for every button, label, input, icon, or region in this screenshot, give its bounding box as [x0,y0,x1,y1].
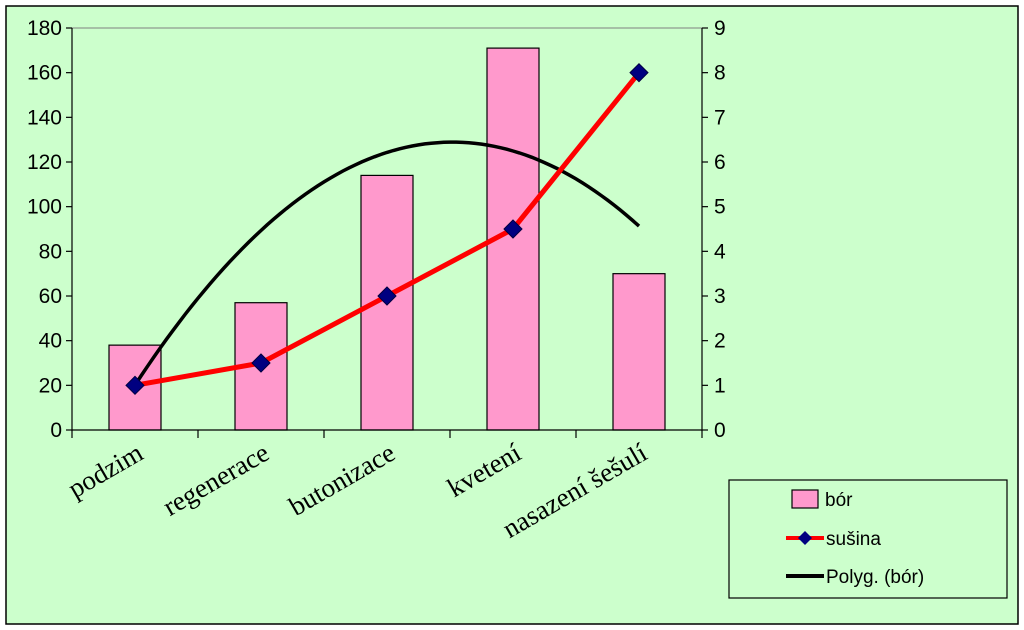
y-tick-label-left: 180 [27,17,62,40]
y-tick-label-left: 40 [39,330,62,353]
y-tick-label-right: 0 [714,419,726,442]
legend-label-polyg: Polyg. (bór) [826,567,924,588]
y-tick-label-left: 140 [27,106,62,129]
marker-susina-4 [503,219,523,239]
y-tick-label-right: 8 [714,62,726,85]
y-tick-label-right: 2 [714,330,726,353]
line-series-group [125,62,649,396]
y-tick-label-right: 6 [714,151,726,174]
y-tick-label-left: 60 [39,285,62,308]
y-tick-label-right: 4 [714,240,726,263]
y-tick-label-left: 20 [39,374,62,397]
y-tick-label-right: 5 [714,196,726,219]
y-tick-label-left: 120 [27,151,62,174]
y-tick-label-right: 3 [714,285,726,308]
legend: bór sušina Polyg. (bór) [728,479,1008,599]
legend-marker-susina [798,531,812,545]
y-tick-label-left: 100 [27,196,62,219]
legend-swatch-bor [791,489,819,509]
trendline-group [133,140,641,387]
legend-label-bor: bór [825,490,853,511]
trendline-polyg-bor [133,140,641,387]
y-tick-label-left: 0 [50,419,62,442]
y-tick-label-right: 1 [714,374,726,397]
y-tick-label-right: 9 [714,17,726,40]
legend-box [728,479,1008,599]
y-tick-label-left: 80 [39,240,62,263]
marker-susina-1 [125,375,145,396]
legend-label-susina: sušina [826,529,881,550]
y-tick-label-right: 7 [714,106,726,129]
marker-susina-3 [377,286,397,306]
bar-5 [612,273,666,431]
marker-susina-5 [629,62,649,83]
y-tick-label-left: 160 [27,62,62,85]
marker-susina-2 [251,353,271,373]
